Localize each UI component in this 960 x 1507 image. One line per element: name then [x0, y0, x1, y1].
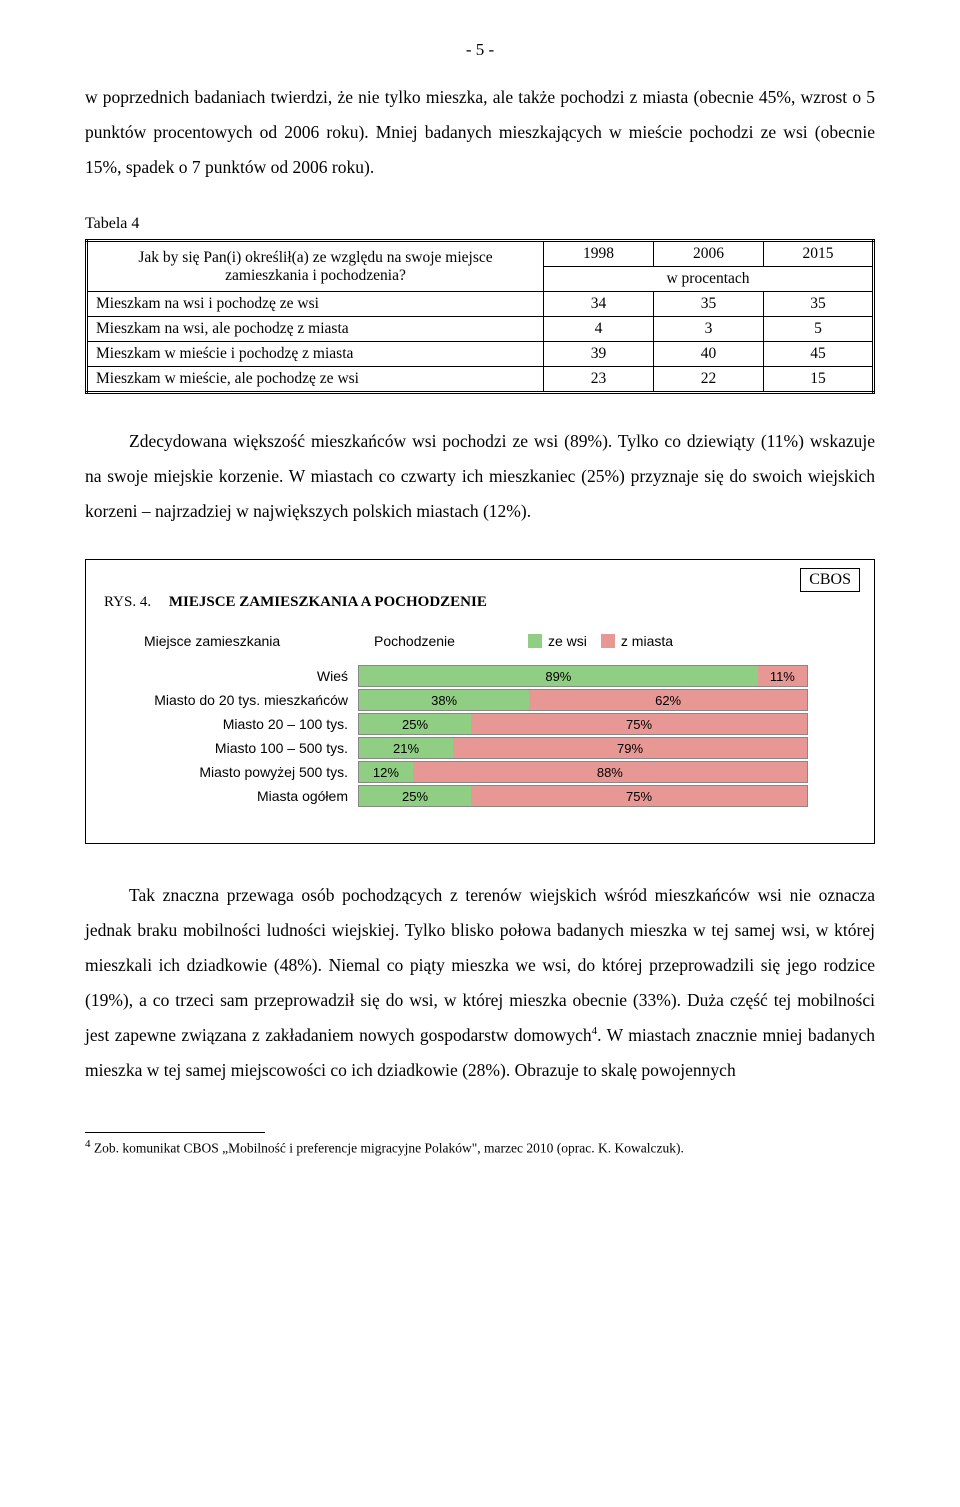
- legend-pink-label: z miasta: [621, 633, 673, 649]
- row-label: Mieszkam w mieście i pochodzę z miasta: [87, 342, 544, 367]
- table-question: Jak by się Pan(i) określił(a) ze względu…: [87, 241, 544, 292]
- bar-track: 21%79%: [358, 737, 808, 759]
- cell: 34: [544, 292, 654, 317]
- cell: 5: [764, 317, 874, 342]
- cell: 35: [654, 292, 764, 317]
- table-4: Jak by się Pan(i) określił(a) ze względu…: [85, 239, 875, 394]
- table-year-2006: 2006: [654, 241, 764, 267]
- table-row: Mieszkam w mieście i pochodzę z miasta 3…: [87, 342, 874, 367]
- table-caption: Tabela 4: [85, 215, 875, 233]
- bar-segment-green: 25%: [359, 714, 471, 734]
- bar-track: 89%11%: [358, 665, 808, 687]
- row-label: Mieszkam na wsi, ale pochodzę z miasta: [87, 317, 544, 342]
- paragraph-3: Tak znaczna przewaga osób pochodzących z…: [85, 878, 875, 1088]
- cell: 3: [654, 317, 764, 342]
- page-number: - 5 -: [85, 40, 875, 60]
- bar-row: Miasto powyżej 500 tys.12%88%: [104, 761, 856, 783]
- footnote: 4 Zob. komunikat CBOS „Mobilność i prefe…: [85, 1137, 875, 1158]
- table-row: Mieszkam na wsi, ale pochodzę z miasta 4…: [87, 317, 874, 342]
- bar-label: Miasto do 20 tys. mieszkańców: [128, 692, 358, 708]
- legend-center-label: Pochodzenie: [374, 633, 514, 649]
- cell: 22: [654, 367, 764, 393]
- cbos-badge: CBOS: [800, 568, 860, 592]
- table-row: Mieszkam na wsi i pochodzę ze wsi 34 35 …: [87, 292, 874, 317]
- bar-row: Miasto 100 – 500 tys.21%79%: [104, 737, 856, 759]
- chart-title-prefix: RYS. 4.: [104, 594, 151, 610]
- cell: 4: [544, 317, 654, 342]
- bar-segment-pink: 79%: [453, 738, 807, 758]
- cell: 39: [544, 342, 654, 367]
- row-label: Mieszkam na wsi i pochodzę ze wsi: [87, 292, 544, 317]
- swatch-green: [528, 634, 542, 648]
- paragraph-3a: Tak znaczna przewaga osób pochodzących z…: [85, 885, 875, 1045]
- cell: 15: [764, 367, 874, 393]
- bar-label: Miasta ogółem: [128, 788, 358, 804]
- bar-label: Miasto powyżej 500 tys.: [128, 764, 358, 780]
- bar-row: Wieś89%11%: [104, 665, 856, 687]
- bar-segment-green: 89%: [359, 666, 758, 686]
- bar-label: Wieś: [128, 668, 358, 684]
- chart-box: CBOS RYS. 4. MIEJSCE ZAMIESZKANIA A POCH…: [85, 559, 875, 844]
- footnote-text: Zob. komunikat CBOS „Mobilność i prefere…: [91, 1141, 684, 1156]
- bar-track: 25%75%: [358, 785, 808, 807]
- bar-segment-pink: 11%: [758, 666, 807, 686]
- bar-segment-green: 21%: [359, 738, 453, 758]
- row-label: Mieszkam w mieście, ale pochodzę ze wsi: [87, 367, 544, 393]
- cell: 40: [654, 342, 764, 367]
- bar-segment-pink: 62%: [529, 690, 807, 710]
- bar-segment-green: 25%: [359, 786, 471, 806]
- bar-track: 12%88%: [358, 761, 808, 783]
- legend-green-label: ze wsi: [548, 633, 587, 649]
- cell: 35: [764, 292, 874, 317]
- bar-label: Miasto 20 – 100 tys.: [128, 716, 358, 732]
- bar-label: Miasto 100 – 500 tys.: [128, 740, 358, 756]
- legend-left-label: Miejsce zamieszkania: [144, 633, 374, 649]
- chart-bars: Wieś89%11%Miasto do 20 tys. mieszkańców3…: [104, 665, 856, 807]
- bar-segment-pink: 75%: [471, 714, 807, 734]
- footnote-rule: [85, 1132, 265, 1133]
- table-row: Mieszkam w mieście, ale pochodzę ze wsi …: [87, 367, 874, 393]
- table-unit: w procentach: [544, 267, 874, 292]
- bar-row: Miasto do 20 tys. mieszkańców38%62%: [104, 689, 856, 711]
- chart-title: RYS. 4. MIEJSCE ZAMIESZKANIA A POCHODZEN…: [104, 594, 856, 611]
- paragraph-2: Zdecydowana większość mieszkańców wsi po…: [85, 424, 875, 529]
- bar-row: Miasta ogółem25%75%: [104, 785, 856, 807]
- cell: 23: [544, 367, 654, 393]
- document-page: - 5 - w poprzednich badaniach twierdzi, …: [0, 0, 960, 1198]
- table-year-1998: 1998: [544, 241, 654, 267]
- chart-legend: Miejsce zamieszkania Pochodzenie ze wsi …: [144, 633, 856, 649]
- table-year-2015: 2015: [764, 241, 874, 267]
- bar-segment-green: 12%: [359, 762, 413, 782]
- bar-track: 25%75%: [358, 713, 808, 735]
- swatch-pink: [601, 634, 615, 648]
- bar-row: Miasto 20 – 100 tys.25%75%: [104, 713, 856, 735]
- bar-segment-pink: 75%: [471, 786, 807, 806]
- chart-title-text: MIEJSCE ZAMIESZKANIA A POCHODZENIE: [169, 594, 487, 610]
- bar-track: 38%62%: [358, 689, 808, 711]
- cell: 45: [764, 342, 874, 367]
- paragraph-1: w poprzednich badaniach twierdzi, że nie…: [85, 80, 875, 185]
- bar-segment-pink: 88%: [413, 762, 807, 782]
- bar-segment-green: 38%: [359, 690, 529, 710]
